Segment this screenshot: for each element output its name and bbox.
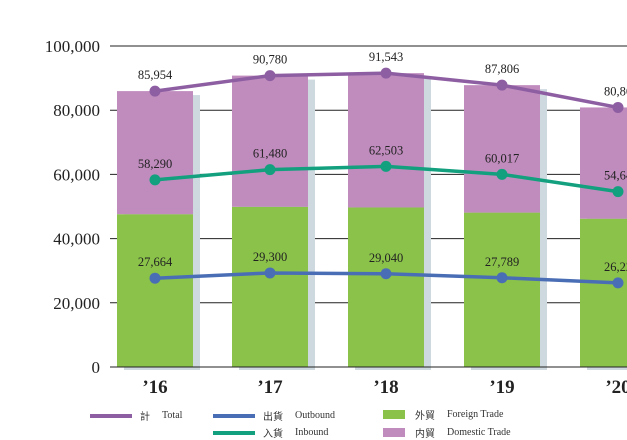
point-total (612, 101, 624, 113)
x-tick-label: ’19 (489, 377, 514, 398)
x-tick-label: ’17 (257, 377, 283, 398)
data-label-outbound: 29,040 (369, 251, 403, 265)
point-inbound (380, 160, 392, 172)
bar-foreign-trade (464, 212, 540, 367)
legend-domestic: 内貿 Domestic Trade (383, 425, 511, 440)
bar-domestic-trade (464, 85, 540, 213)
data-label-inbound: 54,64 (604, 169, 627, 183)
data-label-outbound: 27,789 (485, 255, 519, 269)
legend-inbound-en: Inbound (295, 427, 329, 438)
point-outbound (612, 277, 624, 289)
bar-foreign-trade (117, 214, 193, 367)
point-outbound (264, 267, 276, 279)
legend-inbound-jp: 入貨 (263, 429, 283, 440)
point-total (380, 67, 392, 79)
data-labels: 85,954 90,780 91,543 87,806 80,86 58,290 61,48… (138, 50, 627, 274)
y-tick-label: 100,000 (45, 37, 100, 56)
bar-domestic-trade (232, 75, 308, 207)
legend-domestic-en: Domestic Trade (447, 427, 511, 438)
data-label-outbound: 27,664 (138, 255, 173, 269)
legend-foreign-en: Foreign Trade (447, 409, 504, 420)
bar-domestic-trade (348, 73, 424, 208)
x-tick-label: ’18 (373, 377, 398, 398)
data-label-total: 91,543 (369, 50, 403, 64)
data-label-total: 85,954 (138, 68, 173, 82)
y-tick-label: 40,000 (53, 230, 100, 249)
legend-inbound-swatch (213, 430, 255, 435)
chart: 85,954 90,780 91,543 87,806 80,86 58,290 61,48… (45, 37, 627, 398)
legend-outbound-en: Outbound (295, 410, 335, 421)
y-tick-label: 80,000 (53, 101, 100, 120)
bar-domestic-trade (117, 91, 193, 215)
legend-outbound-jp: 出貨 (263, 412, 283, 423)
legend-total-jp: 計 (140, 412, 150, 423)
data-label-total: 90,780 (253, 53, 287, 67)
bar-foreign-trade (232, 206, 308, 367)
data-label-outbound: 26,22 (604, 260, 627, 274)
data-label-inbound: 58,290 (138, 157, 172, 171)
legend-foreign: 外貿 Foreign Trade (383, 407, 503, 422)
legend-total: 計 Total (90, 408, 182, 423)
x-tick-label: ’20 (605, 377, 627, 398)
legend: 計 Total 出貨 Outbound 入貨 Inbound 外貿 Foreig… (0, 404, 627, 440)
legend-inbound: 入貨 Inbound (213, 425, 328, 440)
legend-total-swatch (90, 413, 132, 418)
legend-foreign-swatch (383, 410, 405, 419)
legend-outbound-swatch (213, 413, 255, 418)
point-total (496, 79, 508, 91)
x-tick-labels: ’16 ’17 ’18 ’19 ’20 (142, 377, 627, 398)
point-outbound (496, 272, 508, 284)
bars (117, 73, 627, 367)
data-label-inbound: 60,017 (485, 151, 519, 165)
point-inbound (496, 168, 508, 180)
legend-domestic-jp: 内貿 (415, 429, 435, 440)
point-outbound (380, 268, 392, 280)
y-tick-label: 0 (92, 358, 101, 377)
point-inbound (612, 186, 624, 198)
data-label-total: 87,806 (485, 62, 519, 76)
point-inbound (149, 174, 161, 186)
data-label-total: 80,86 (604, 84, 627, 98)
point-total (264, 70, 276, 82)
series-lines (149, 67, 624, 289)
y-tick-label: 20,000 (53, 294, 100, 313)
legend-total-en: Total (162, 410, 183, 421)
y-tick-labels: 0 20,000 40,000 60,000 80,000 100,000 (45, 37, 100, 377)
point-total (149, 85, 161, 97)
x-tick-label: ’16 (142, 377, 167, 398)
legend-domestic-swatch (383, 428, 405, 437)
bar-domestic-trade (580, 107, 627, 219)
legend-foreign-jp: 外貿 (415, 411, 435, 422)
bar-foreign-trade (348, 207, 424, 367)
data-label-inbound: 62,503 (369, 143, 403, 157)
point-outbound (149, 272, 161, 284)
data-label-inbound: 61,480 (253, 147, 287, 161)
data-label-outbound: 29,300 (253, 250, 287, 264)
point-inbound (264, 164, 276, 176)
bar-foreign-trade (580, 218, 627, 367)
y-tick-label: 60,000 (53, 165, 100, 184)
legend-outbound: 出貨 Outbound (213, 408, 335, 423)
